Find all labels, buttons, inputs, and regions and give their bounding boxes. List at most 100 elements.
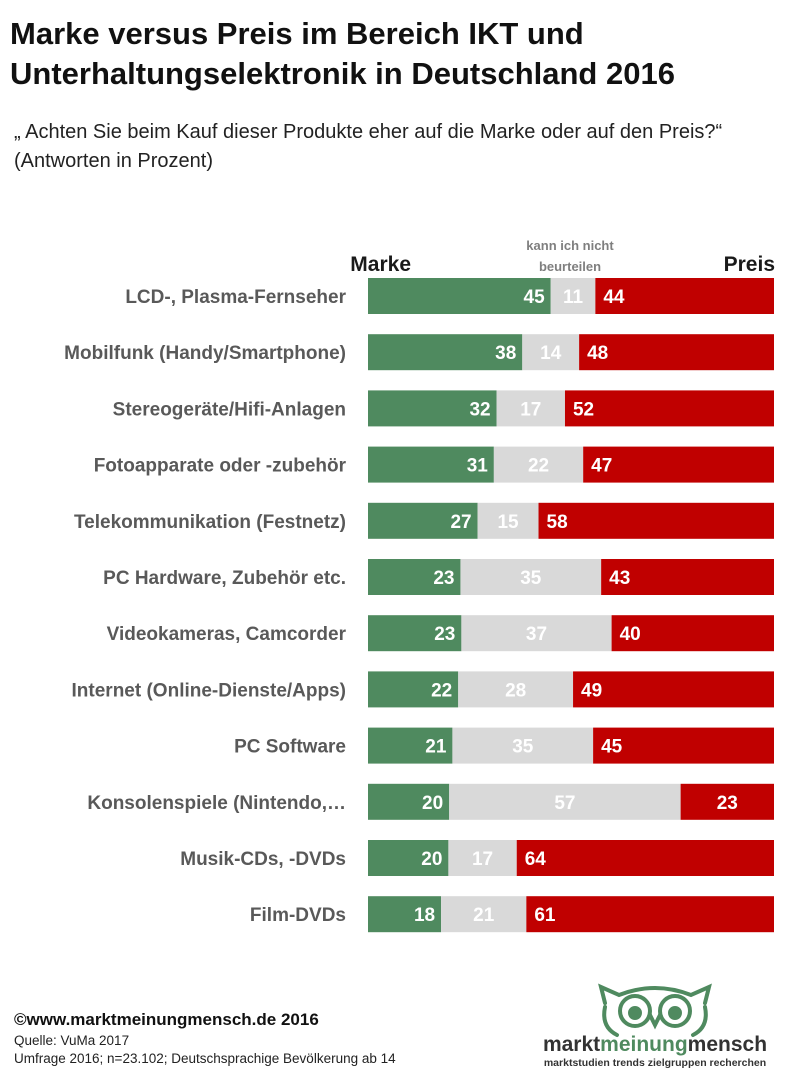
data-label-preis: 48 — [587, 343, 608, 364]
bar-segment-preis — [516, 840, 774, 876]
data-label-preis: 64 — [525, 849, 547, 870]
category-label: Film-DVDs — [250, 905, 346, 926]
bar-segment-marke — [368, 896, 442, 933]
stacked-bar-chart: Marke kann ich nicht beurteilen Preis LC… — [64, 238, 775, 933]
bar-segment-marke — [368, 446, 494, 483]
bar-segment-neutral — [448, 840, 517, 876]
category-label: LCD-, Plasma-Fernseher — [125, 287, 346, 308]
data-label-marke: 31 — [467, 456, 489, 477]
bar-segment-preis — [526, 896, 774, 933]
category-label: Telekommunikation (Festnetz) — [74, 512, 346, 533]
logo-tagline: marktstudien trends zielgruppen recherch… — [544, 1057, 766, 1069]
data-label-preis: 43 — [609, 568, 630, 589]
logo-wordmark: marktmeinungmensch — [543, 1033, 767, 1056]
bar-segment-preis — [611, 615, 774, 652]
category-label: Stereogeräte/Hifi-Anlagen — [113, 399, 346, 420]
bar-segment-neutral — [477, 502, 539, 539]
bar-segment-marke — [368, 727, 453, 764]
data-label-neutral: 35 — [512, 737, 534, 758]
data-label-preis: 45 — [601, 737, 623, 758]
data-label-marke: 21 — [425, 737, 447, 758]
header-neutral-line2: beurteilen — [539, 259, 601, 274]
category-label: PC Software — [234, 737, 346, 758]
bar-segment-marke — [368, 502, 478, 539]
bar-segment-preis — [680, 783, 774, 820]
footer: ©www.marktmeinungmensch.de 2016 Quelle: … — [14, 1008, 494, 1068]
bar-segment-marke — [368, 615, 462, 652]
data-label-neutral: 21 — [473, 905, 495, 926]
bar-segment-preis — [538, 502, 774, 539]
bar-segment-neutral — [550, 278, 596, 314]
data-label-neutral: 14 — [540, 343, 562, 364]
data-label-neutral: 57 — [554, 793, 575, 814]
chart-title: Marke versus Preis im Bereich IKT und Un… — [10, 16, 675, 91]
data-label-marke: 18 — [414, 905, 435, 926]
bar-segment-preis — [583, 446, 774, 483]
data-label-marke: 22 — [431, 680, 452, 701]
data-label-preis: 40 — [620, 624, 641, 645]
data-label-marke: 38 — [495, 343, 516, 364]
data-label-preis: 47 — [591, 456, 612, 477]
data-label-marke: 27 — [450, 512, 471, 533]
header-marke: Marke — [350, 253, 411, 276]
bars-group: LCD-, Plasma-Fernseher 45 11 44 Mobilfunk (H… — [64, 278, 774, 933]
data-label-neutral: 11 — [563, 287, 584, 308]
bar-segment-neutral — [496, 390, 565, 427]
data-label-preis: 52 — [573, 399, 594, 420]
bar-segment-neutral — [522, 334, 580, 371]
category-label: Internet (Online-Dienste/Apps) — [72, 680, 346, 701]
owl-icon — [598, 983, 712, 1037]
bar-segment-neutral — [449, 783, 681, 820]
data-label-marke: 20 — [421, 849, 442, 870]
data-label-marke: 45 — [524, 287, 546, 308]
bar-segment-preis — [564, 390, 774, 427]
data-label-marke: 32 — [469, 399, 490, 420]
data-label-neutral: 37 — [526, 624, 547, 645]
data-label-preis: 61 — [534, 905, 556, 926]
bar-segment-preis — [593, 727, 774, 764]
bar-segment-preis — [601, 559, 774, 595]
bar-segment-marke — [368, 671, 459, 708]
header-preis: Preis — [724, 253, 775, 276]
data-label-neutral: 17 — [520, 399, 541, 420]
category-label: Fotoapparate oder -zubehör — [94, 456, 347, 477]
bar-segment-marke — [368, 278, 551, 314]
bar-segment-marke — [368, 559, 461, 595]
category-label: Videokameras, Camcorder — [107, 624, 347, 645]
bar-segment-neutral — [461, 615, 612, 652]
data-label-neutral: 22 — [528, 456, 549, 477]
bar-segment-neutral — [493, 446, 584, 483]
data-label-marke: 23 — [434, 624, 455, 645]
survey-text: Umfrage 2016; n=23.102; Deutschsprachige… — [14, 1051, 396, 1066]
bar-segment-preis — [595, 278, 774, 314]
bar-segment-neutral — [458, 671, 574, 708]
copyright-text: ©www.marktmeinungmensch.de 2016 — [14, 1010, 319, 1029]
bar-segment-neutral — [441, 896, 527, 933]
data-label-neutral: 17 — [472, 849, 493, 870]
category-label: PC Hardware, Zubehör etc. — [103, 568, 346, 589]
data-label-preis: 23 — [717, 793, 738, 814]
bar-segment-marke — [368, 840, 449, 876]
category-label: Musik-CDs, -DVDs — [180, 849, 346, 870]
data-label-neutral: 35 — [520, 568, 542, 589]
source-text: Quelle: VuMa 2017 — [14, 1033, 130, 1048]
bar-segment-marke — [368, 390, 497, 427]
chart-subtitle: „ Achten Sie beim Kauf dieser Produkte e… — [14, 121, 723, 172]
category-label: Konsolenspiele (Nintendo,… — [87, 793, 346, 814]
bar-segment-neutral — [452, 727, 594, 764]
data-label-preis: 49 — [581, 680, 602, 701]
data-label-neutral: 15 — [497, 512, 519, 533]
bar-segment-neutral — [460, 559, 602, 595]
category-label: Mobilfunk (Handy/Smartphone) — [64, 343, 346, 364]
data-label-marke: 23 — [433, 568, 454, 589]
data-label-preis: 58 — [547, 512, 568, 533]
company-logo: marktmeinungmensch marktstudien trends z… — [543, 983, 767, 1069]
bar-segment-marke — [368, 334, 523, 371]
data-label-marke: 20 — [422, 793, 443, 814]
bar-segment-preis — [579, 334, 774, 371]
bar-segment-marke — [368, 783, 450, 820]
bar-segment-preis — [573, 671, 774, 708]
data-label-preis: 44 — [603, 287, 625, 308]
header-neutral-line1: kann ich nicht — [526, 238, 614, 253]
data-label-neutral: 28 — [505, 680, 526, 701]
